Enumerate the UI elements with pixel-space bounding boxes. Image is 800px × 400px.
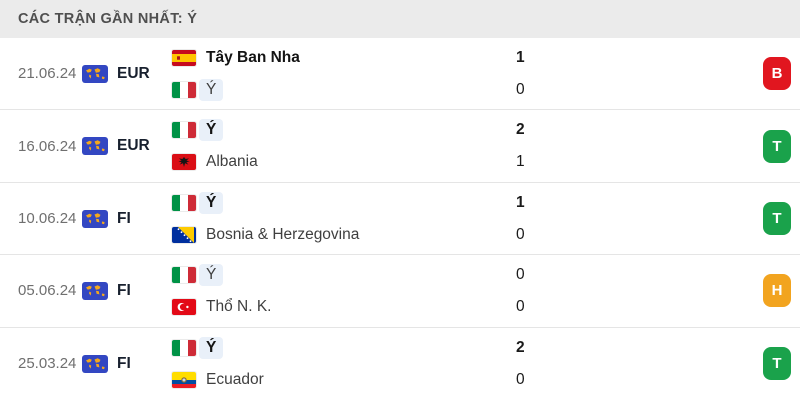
italy-flag-icon [172, 81, 196, 98]
away-score: 0 [516, 370, 525, 388]
competition: EUR [82, 64, 172, 83]
home-score: 0 [516, 265, 525, 283]
teams-and-scores: Ý 2 Albania 1 [172, 119, 544, 173]
competition-label: EUR [117, 64, 150, 82]
away-team-name: Thổ N. K. [206, 297, 272, 315]
bosnia-herzegovina-flag-icon [172, 226, 196, 243]
match-row[interactable]: 25.03.24 FI Ý 2 Ecuador 0 T [0, 327, 800, 400]
teams-and-scores: Ý 0 Thổ N. K. 0 [172, 263, 544, 318]
competition: FI [82, 354, 172, 373]
away-team-name: Ý [199, 78, 224, 101]
italy-flag-icon [172, 122, 196, 139]
match-date: 10.06.24 [18, 210, 77, 228]
result-badge[interactable]: T [763, 129, 791, 163]
teams-and-scores: Tây Ban Nha 1 Ý 0 [172, 47, 544, 101]
italy-flag-icon [172, 194, 196, 211]
world-map-icon [82, 281, 108, 300]
world-map-icon [82, 209, 108, 228]
albania-flag-icon [172, 154, 196, 171]
home-team-line: Ý 1 [172, 191, 544, 214]
home-team-line: Ý 0 [172, 263, 544, 286]
competition-label: FI [117, 354, 131, 372]
result-badge[interactable]: B [763, 57, 791, 91]
widget-title: CÁC TRẬN GẦN NHẤT: Ý [18, 11, 198, 27]
italy-flag-icon [172, 266, 196, 283]
away-team-name: Albania [206, 153, 258, 171]
match-date: 16.06.24 [18, 137, 77, 155]
away-team-name: Ecuador [206, 370, 264, 388]
away-score: 1 [516, 153, 525, 171]
spain-flag-icon [172, 49, 196, 66]
home-team-name: Ý [199, 119, 224, 142]
home-team-line: Tây Ban Nha 1 [172, 47, 544, 69]
match-row[interactable]: 05.06.24 FI Ý 0 Thổ N. K. 0 H [0, 255, 800, 328]
turkey-flag-icon [172, 298, 196, 315]
away-team-name: Bosnia & Herzegovina [206, 225, 360, 243]
teams-and-scores: Ý 2 Ecuador 0 [172, 336, 544, 391]
home-team-line: Ý 2 [172, 119, 544, 142]
italy-flag-icon [172, 339, 196, 356]
result-badge[interactable]: H [763, 274, 791, 308]
ecuador-flag-icon [172, 371, 196, 388]
away-score: 0 [516, 80, 525, 98]
result-badge[interactable]: T [763, 202, 791, 236]
competition-label: FI [117, 281, 131, 299]
away-team-line: Ý 0 [172, 78, 544, 101]
competition: FI [82, 281, 172, 300]
home-team-name: Ý [199, 263, 224, 286]
match-date: 05.06.24 [18, 282, 77, 300]
away-score: 0 [516, 225, 525, 243]
away-team-line: Ecuador 0 [172, 369, 544, 391]
competition: EUR [82, 137, 172, 156]
competition-label: FI [117, 209, 131, 227]
home-team-name: Ý [199, 336, 224, 359]
home-score: 1 [516, 193, 525, 211]
away-team-line: Bosnia & Herzegovina 0 [172, 224, 544, 246]
match-row[interactable]: 21.06.24 EUR Tây Ban Nha 1 Ý 0 B [0, 38, 800, 111]
home-score: 2 [516, 338, 525, 356]
competition: FI [82, 209, 172, 228]
world-map-icon [82, 64, 108, 83]
teams-and-scores: Ý 1 Bosnia & Herzegovina 0 [172, 191, 544, 246]
result-badge[interactable]: T [763, 347, 791, 381]
competition-label: EUR [117, 137, 150, 155]
away-team-line: Albania 1 [172, 151, 544, 173]
match-row[interactable]: 16.06.24 EUR Ý 2 Albania 1 T [0, 110, 800, 183]
world-map-icon [82, 354, 108, 373]
widget-header: CÁC TRẬN GẦN NHẤT: Ý [0, 0, 800, 38]
home-team-name: Tây Ban Nha [206, 48, 300, 66]
world-map-icon [82, 137, 108, 156]
home-score: 2 [516, 121, 525, 139]
home-team-name: Ý [199, 191, 224, 214]
home-team-line: Ý 2 [172, 336, 544, 359]
away-team-line: Thổ N. K. 0 [172, 296, 544, 318]
match-date: 25.03.24 [18, 355, 77, 373]
match-date: 21.06.24 [18, 65, 77, 83]
away-score: 0 [516, 297, 525, 315]
match-row[interactable]: 10.06.24 FI Ý 1 Bosnia & Herzegovina 0 T [0, 182, 800, 256]
home-score: 1 [516, 48, 525, 66]
